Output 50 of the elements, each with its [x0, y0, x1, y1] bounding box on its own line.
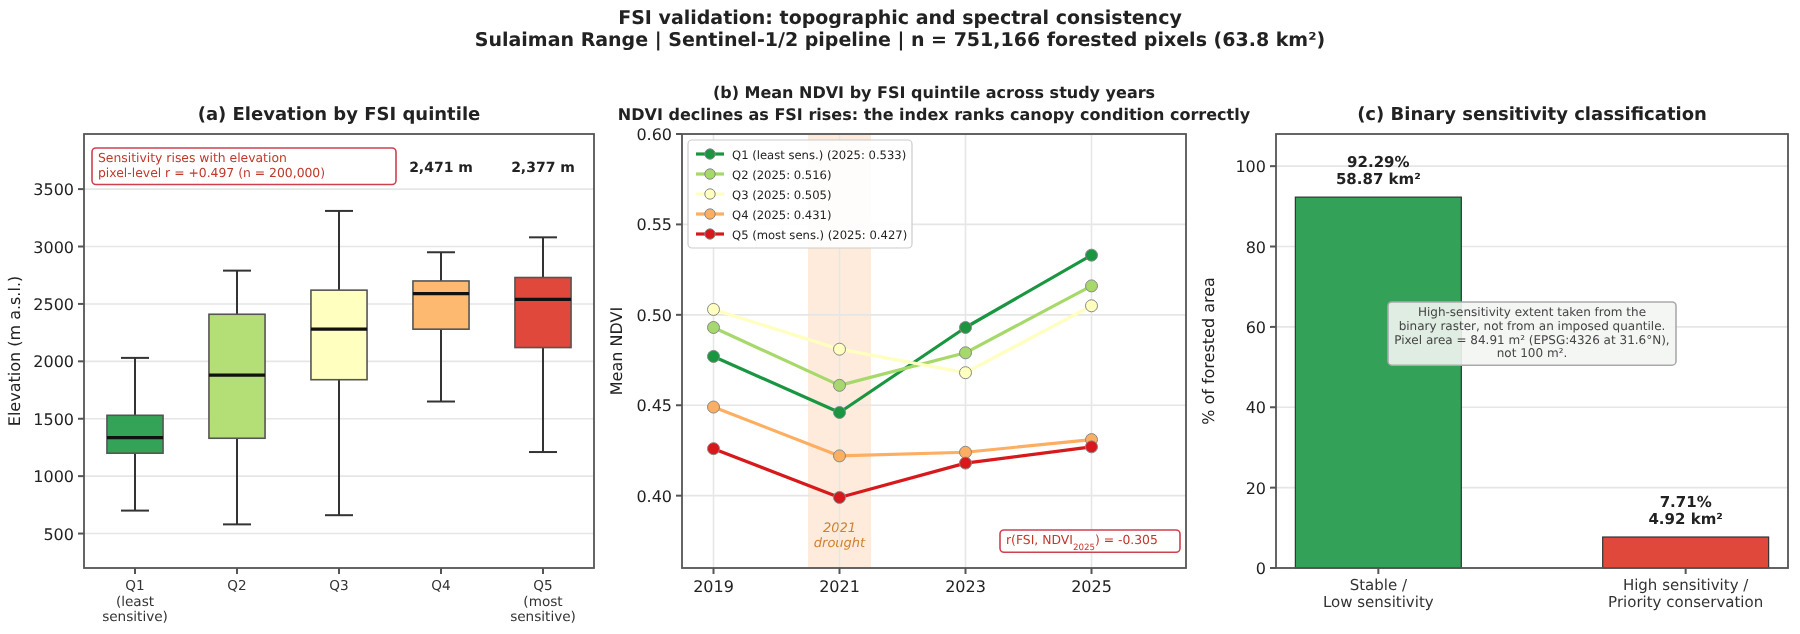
y-tick-label: 0.40 — [636, 487, 672, 506]
point — [833, 378, 846, 392]
y-tick-label: 2000 — [33, 353, 74, 372]
y-tick-label: 1000 — [33, 468, 74, 487]
text: FSI validation: topographic and spectral consistency — [618, 8, 1184, 30]
y-tick-label: 60 — [1245, 318, 1266, 337]
point — [707, 320, 720, 334]
y-tick-label: 1500 — [33, 410, 74, 429]
y-tick-label: 0.45 — [636, 397, 672, 416]
point — [959, 366, 972, 380]
y-axis-title: Elevation (m a.s.l.) — [6, 275, 24, 427]
point — [1085, 299, 1098, 313]
point — [1085, 279, 1098, 293]
y-tick-label: 3500 — [33, 181, 74, 200]
chart-title: (a) Elevation by FSI quintile — [197, 106, 481, 126]
y-tick-label: 0 — [1255, 560, 1266, 578]
point — [959, 320, 972, 334]
point — [707, 442, 720, 456]
x-tick-label: 2023 — [945, 578, 986, 596]
y-tick-label: 80 — [1245, 238, 1266, 257]
y-tick-label: 0.55 — [636, 216, 672, 235]
y-tick-label: 100 — [1235, 158, 1266, 177]
point — [833, 490, 846, 504]
point — [833, 405, 846, 419]
text: Sulaiman Range | Sentinel-1/2 pipeline | n = 751,166 forested pixels (63.8 km²) — [474, 30, 1326, 52]
point — [707, 349, 720, 363]
x-tick-label: 2019 — [693, 578, 734, 596]
y-tick-label: 3000 — [33, 238, 74, 257]
point — [1085, 248, 1098, 262]
x-tick-label: 2025 — [1071, 578, 1112, 596]
x-tick-label: 2021 — [819, 578, 860, 596]
y-tick-label: 20 — [1245, 479, 1266, 498]
y-tick-label: 0.60 — [636, 126, 672, 144]
point — [1085, 440, 1098, 454]
y-axis-title: % of forested area — [1200, 276, 1218, 425]
point — [707, 400, 720, 414]
point — [707, 302, 720, 316]
y-tick-label: 0.50 — [636, 306, 672, 325]
point — [833, 342, 846, 356]
chart-title: (c) Binary sensitivity classification — [1357, 106, 1707, 126]
y-tick-label: 2500 — [33, 295, 74, 314]
y-tick-label: 500 — [43, 525, 74, 544]
point — [959, 346, 972, 360]
point — [959, 456, 972, 470]
point — [833, 449, 846, 463]
chart-subtitle: NDVI declines as FSI rises: the index ranks canopy condition correctly — [617, 106, 1252, 124]
point — [959, 445, 972, 459]
y-tick-label: 40 — [1245, 399, 1266, 418]
y-axis-title: Mean NDVI — [608, 306, 626, 396]
chart-title: (b) Mean NDVI by FSI quintile across study years — [712, 84, 1156, 102]
